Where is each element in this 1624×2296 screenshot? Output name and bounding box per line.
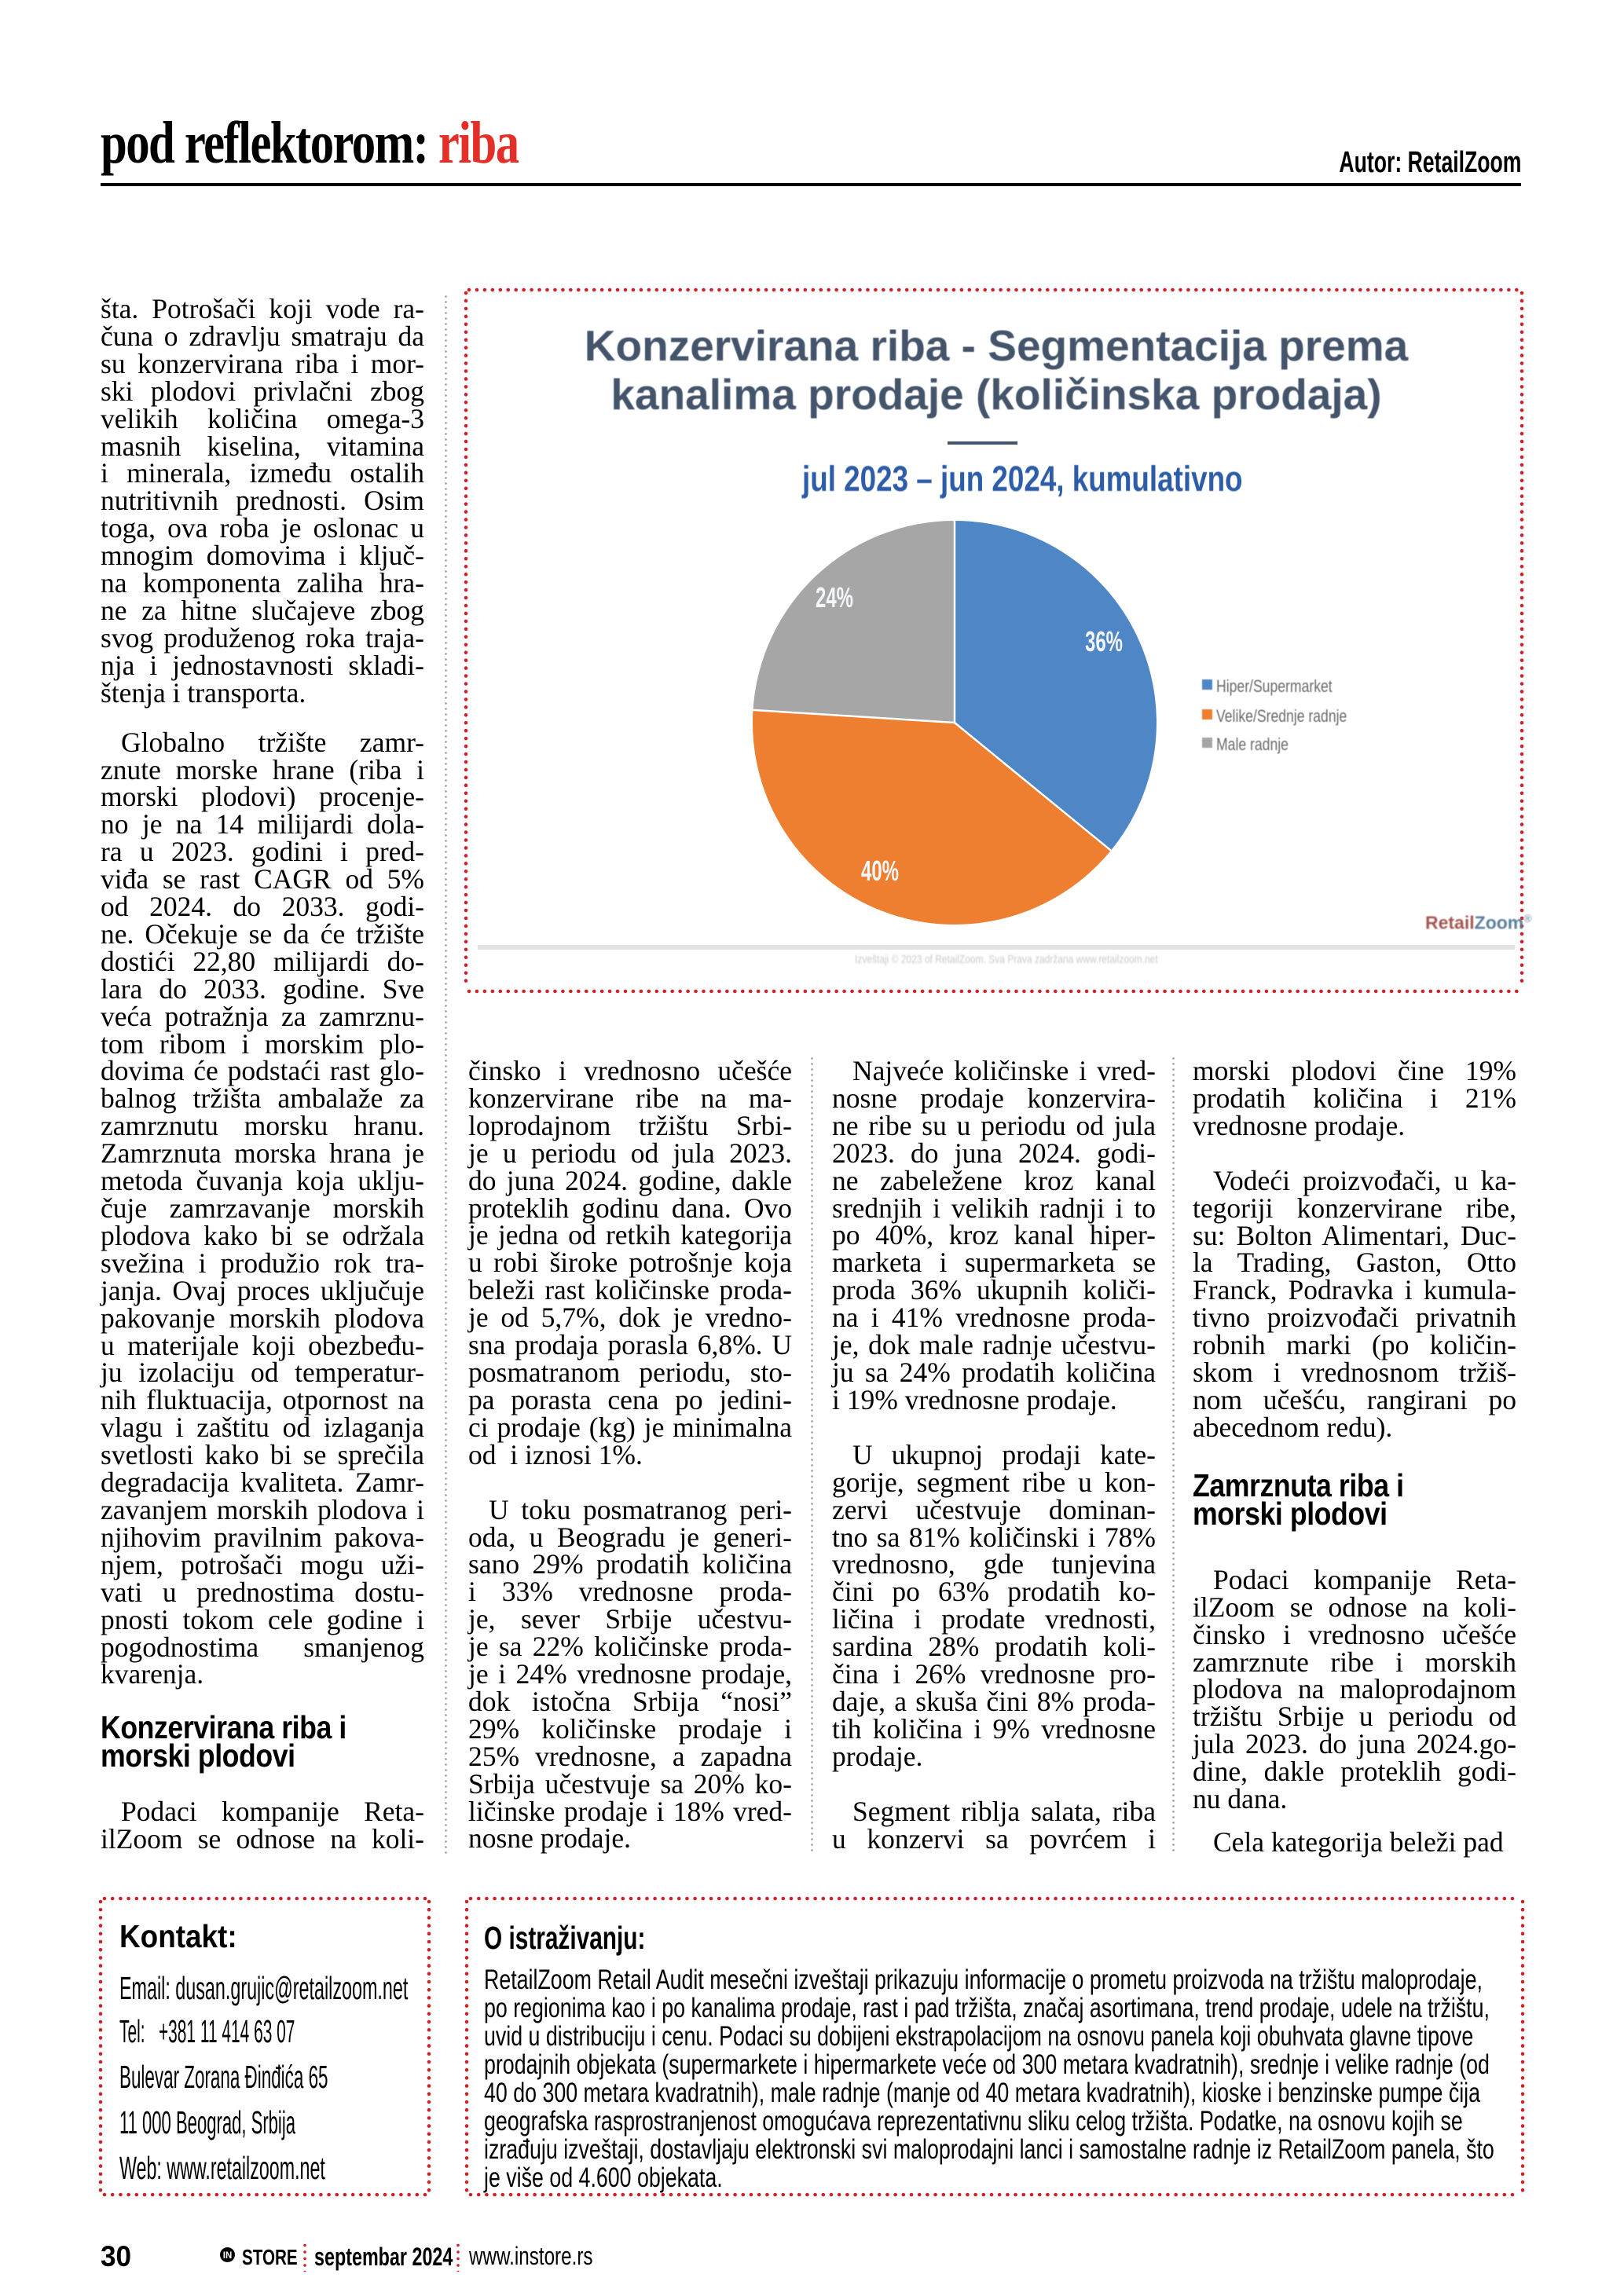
svg-text:36%: 36% bbox=[1085, 625, 1123, 657]
svg-text:24%: 24% bbox=[816, 581, 853, 613]
svg-text:40%: 40% bbox=[861, 855, 899, 887]
svg-text:IN: IN bbox=[223, 2251, 233, 2261]
